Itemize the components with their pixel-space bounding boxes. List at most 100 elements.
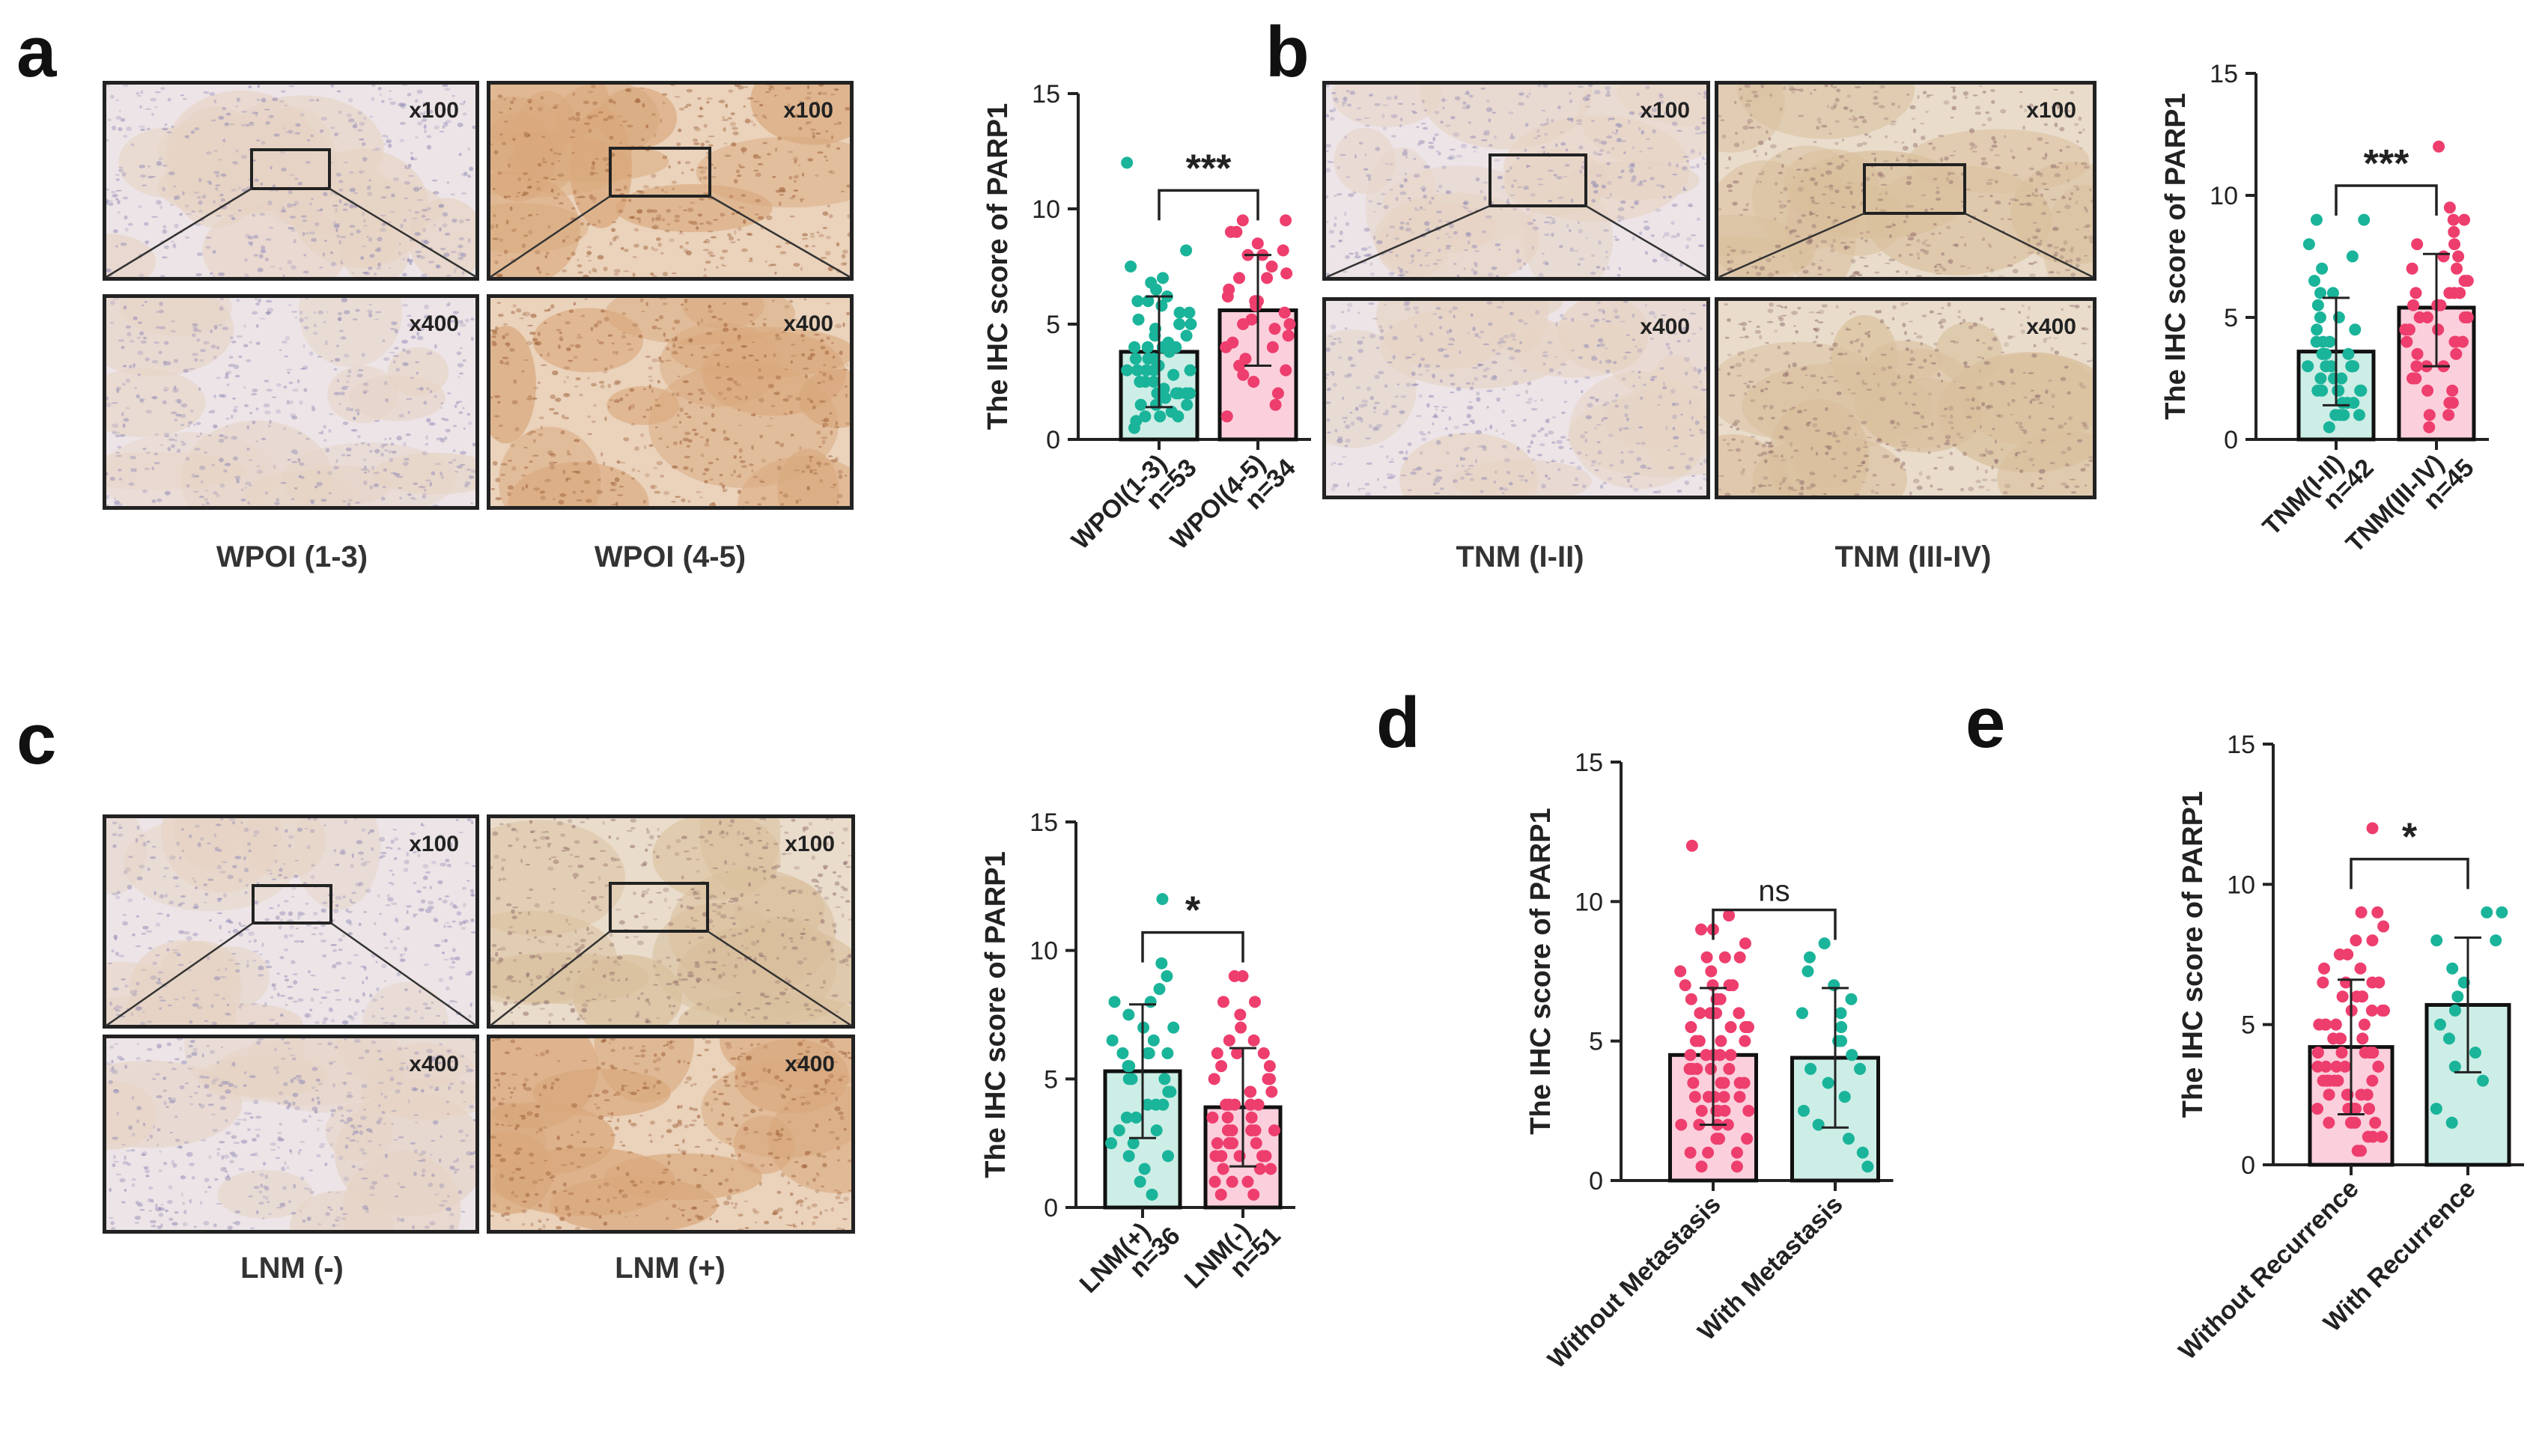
data-point	[1134, 1175, 1146, 1188]
data-point	[1721, 1118, 1734, 1131]
data-point	[1854, 1062, 1867, 1075]
data-point	[2496, 906, 2508, 919]
data-point	[1245, 1111, 1258, 1124]
data-point	[1121, 364, 1134, 377]
data-point	[1217, 996, 1229, 1008]
data-point	[1156, 272, 1169, 284]
data-point	[2355, 384, 2368, 397]
data-point	[2400, 335, 2413, 348]
data-point	[1713, 1133, 1726, 1145]
data-point	[2349, 323, 2362, 336]
data-point	[1139, 410, 1152, 423]
data-point	[2354, 962, 2367, 975]
y-axis-label: The IHC score of PARP1	[2160, 93, 2192, 419]
data-point	[1134, 398, 1147, 411]
data-point	[2350, 934, 2362, 947]
data-point	[2358, 1018, 2371, 1031]
data-point	[1249, 996, 1262, 1008]
data-point	[1138, 1163, 1151, 1175]
data-point	[1812, 1118, 1825, 1131]
data-point	[2342, 347, 2355, 360]
data-point	[1718, 1104, 1731, 1117]
data-point	[1704, 1062, 1717, 1075]
data-point	[2330, 1060, 2343, 1073]
data-point	[2347, 1103, 2359, 1115]
data-point	[1261, 272, 1274, 284]
data-point	[1122, 1008, 1135, 1021]
magnification-label: x100	[1640, 98, 1690, 123]
data-point	[1157, 1098, 1170, 1111]
magnification-label: x400	[409, 311, 459, 336]
data-point	[2320, 1060, 2332, 1073]
data-point	[2317, 962, 2330, 975]
data-point	[1247, 1034, 1260, 1047]
data-point	[1156, 893, 1169, 905]
data-point	[1130, 1111, 1143, 1124]
y-tick-label: 0	[1044, 1194, 1058, 1222]
magnification-label: x100	[783, 98, 833, 123]
data-point	[1131, 295, 1144, 308]
data-point	[2377, 1004, 2390, 1017]
data-point	[1184, 364, 1197, 377]
data-point	[1280, 364, 1292, 377]
data-point	[1718, 951, 1731, 963]
data-point	[2430, 1103, 2442, 1115]
data-point	[1684, 1049, 1697, 1061]
data-point	[2355, 1088, 2368, 1101]
data-point	[2311, 384, 2324, 397]
magnification-label: x100	[785, 832, 835, 856]
data-point	[2333, 948, 2346, 960]
magnification-label: x400	[785, 1052, 835, 1076]
y-tick-label: 15	[1575, 749, 1603, 777]
data-point	[1283, 318, 1296, 330]
magnification-label: x400	[783, 311, 833, 336]
data-point	[1183, 306, 1196, 319]
data-point	[1106, 1034, 1119, 1047]
data-point	[1230, 225, 1243, 238]
zoom-connector-b	[1326, 153, 2094, 278]
data-point	[1724, 1021, 1737, 1034]
y-tick-label: 15	[2227, 731, 2255, 759]
zoom-connector-a	[106, 147, 851, 278]
data-point	[1718, 1091, 1730, 1103]
data-point	[1185, 318, 1197, 330]
data-point	[2454, 287, 2466, 299]
chart-e: 0 5 10 15 The IHC score of PARP1 Without Recu…	[2174, 731, 2524, 1365]
micrograph-a-high-left: x400	[103, 294, 479, 510]
data-point	[1257, 1047, 1270, 1059]
data-point	[1234, 1008, 1247, 1021]
data-point	[1695, 1160, 1708, 1173]
data-point	[2451, 262, 2463, 275]
micrograph-a-low-right: x100	[487, 81, 854, 281]
caption-a-right: WPOI (4-5)	[594, 540, 747, 573]
data-point	[2371, 906, 2384, 919]
data-point	[1247, 376, 1260, 388]
panel-letter-e: e	[1965, 683, 2006, 763]
data-point	[1741, 1133, 1754, 1145]
data-point	[1153, 983, 1166, 996]
data-point	[2377, 920, 2390, 933]
data-point	[1266, 341, 1279, 353]
data-point	[1131, 364, 1144, 377]
data-point	[2366, 1074, 2379, 1087]
data-point	[1723, 909, 1736, 922]
data-point	[1128, 341, 1141, 353]
data-point	[2326, 287, 2339, 299]
data-point	[1180, 244, 1193, 257]
data-point	[2325, 360, 2338, 373]
y-tick-label: 5	[1044, 1065, 1058, 1094]
y-tick-label: 10	[2227, 871, 2255, 899]
data-point	[1208, 1073, 1220, 1085]
micrograph-b-high-left: x400	[1322, 297, 1710, 499]
data-point	[2448, 335, 2461, 348]
data-point	[1685, 839, 1698, 852]
data-point	[1180, 329, 1193, 342]
significance-label: ***	[1186, 147, 1232, 190]
data-point	[2317, 976, 2329, 989]
data-point	[2445, 1116, 2458, 1129]
data-point	[2410, 360, 2423, 373]
data-point	[2372, 1060, 2385, 1073]
